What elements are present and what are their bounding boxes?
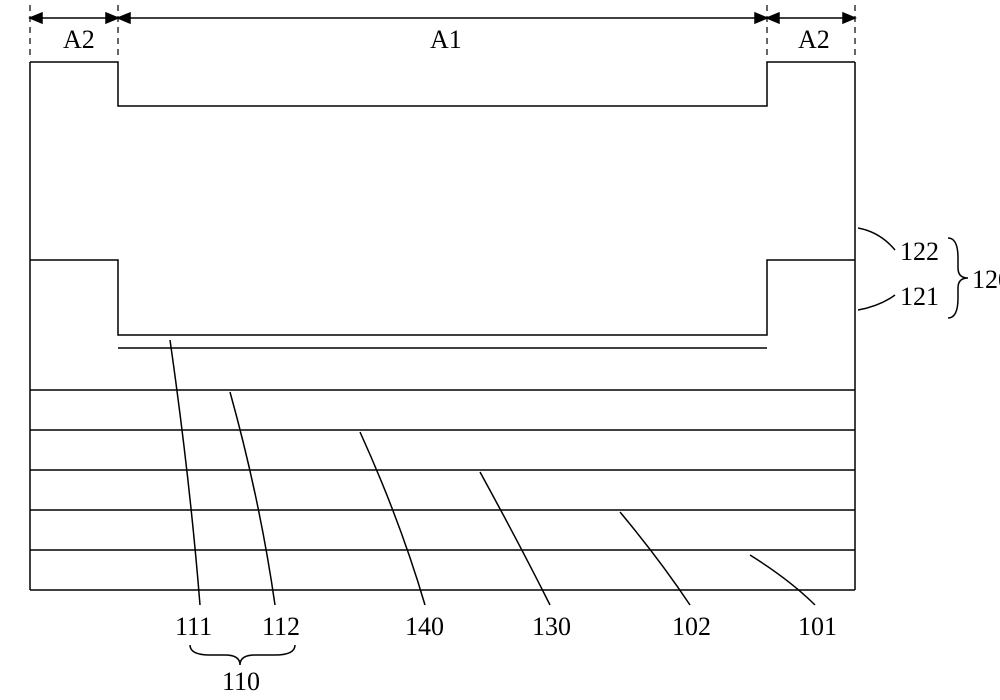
- inner-step-profile: [30, 260, 855, 335]
- dim-a1-arrow-l: [118, 13, 130, 23]
- label-a2-right: A2: [798, 25, 830, 54]
- label-a1: A1: [430, 25, 462, 54]
- label-130: 130: [532, 612, 571, 641]
- leader-101: [750, 555, 815, 605]
- dim-a2-right-arrow-r: [843, 13, 855, 23]
- leader-122: [858, 228, 895, 250]
- diagram-container: A2 A1 A2 122 121 120: [0, 0, 1000, 700]
- dim-a2-right-arrow-l: [767, 13, 779, 23]
- label-121: 121: [900, 282, 939, 311]
- bracket-120: [948, 238, 968, 318]
- cross-section-diagram: A2 A1 A2 122 121 120: [0, 0, 1000, 700]
- label-120: 120: [972, 265, 1000, 294]
- label-122: 122: [900, 237, 939, 266]
- label-a2-left: A2: [63, 25, 95, 54]
- leader-121: [858, 295, 895, 310]
- label-111: 111: [175, 612, 212, 641]
- label-112: 112: [262, 612, 300, 641]
- leader-102: [620, 512, 690, 605]
- top-step-profile: [30, 62, 855, 106]
- leader-140: [360, 432, 425, 605]
- label-140: 140: [405, 612, 444, 641]
- bracket-110: [190, 645, 295, 665]
- leader-111: [170, 340, 200, 605]
- leader-112: [230, 392, 275, 605]
- label-102: 102: [672, 612, 711, 641]
- dim-a2-left-arrow-l: [30, 13, 42, 23]
- label-101: 101: [798, 612, 837, 641]
- label-110: 110: [222, 667, 260, 696]
- leader-130: [480, 472, 550, 605]
